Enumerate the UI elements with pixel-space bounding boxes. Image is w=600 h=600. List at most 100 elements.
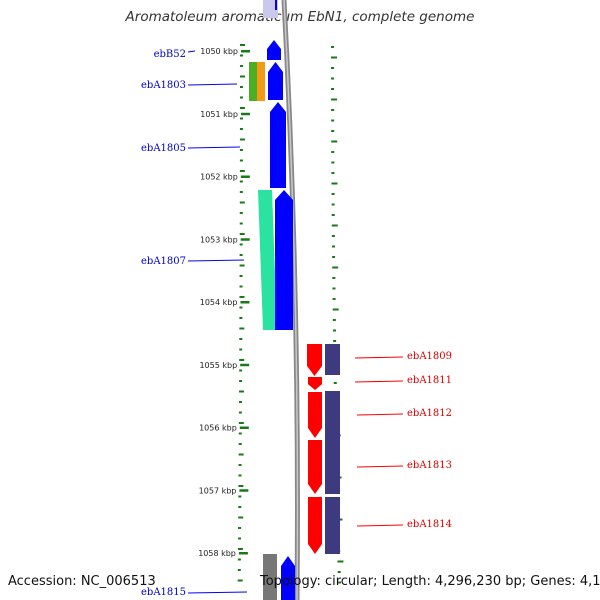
reverse-track-block — [325, 391, 340, 494]
gc-skew-dash — [239, 264, 245, 267]
gc-skew-dash — [337, 571, 341, 573]
gc-skew-dash — [331, 140, 338, 143]
gc-skew-dash — [337, 560, 344, 563]
gc-skew-dash — [238, 432, 242, 435]
gc-skew-dash — [239, 254, 243, 256]
scale-ticks: 1050 kbp 1051 kbp 1052 kbp 1053 kbp 1054 kbp… — [198, 47, 250, 558]
gc-skew-dash — [331, 56, 338, 59]
gc-skew-dash — [239, 107, 245, 109]
gc-skew-dash — [239, 380, 243, 382]
gc-skew-dash — [331, 67, 335, 69]
scale-tick-label: 1052 kbp — [200, 173, 238, 182]
gc-skew-dash — [331, 193, 335, 195]
scale-tick — [240, 238, 250, 241]
gc-skew-dash — [238, 411, 242, 414]
gc-skew-dash — [239, 201, 245, 204]
gc-skew-dash — [238, 485, 244, 487]
gc-skew-dash — [239, 159, 243, 162]
gc-skew-dash — [239, 233, 245, 235]
gc-skew-dash — [239, 44, 245, 46]
gc-skew-dash — [238, 422, 244, 424]
gc-skew-dash — [239, 191, 243, 193]
gene-leader-line — [187, 259, 245, 262]
gc-skew-dash — [239, 275, 243, 277]
gene-leader-line — [187, 83, 238, 86]
scale-tick-label: 1053 kbp — [200, 235, 238, 244]
gc-skew-dash — [238, 401, 242, 403]
gc-skew-dash — [239, 348, 243, 351]
feature-blocks — [249, 0, 340, 600]
gene-arrow — [275, 0, 277, 10]
gc-skew-dash — [238, 506, 242, 508]
scale-tick-label: 1055 kbp — [199, 361, 237, 370]
gc-skew-dash — [333, 382, 337, 384]
gc-skew-dash — [237, 579, 243, 582]
gc-skew-dash — [332, 277, 336, 279]
gc-skew-dash — [237, 569, 241, 571]
gc-skew-dash — [239, 180, 243, 183]
gene-label: ebA1815 — [141, 587, 186, 598]
gc-skew-dash — [332, 308, 339, 311]
feature-gray-block — [263, 554, 277, 600]
reverse-track-block — [325, 497, 340, 554]
gc-skew-dash — [239, 54, 243, 57]
gc-skew-dash — [333, 340, 337, 342]
gene-leader-line — [356, 465, 404, 468]
gc-skew-dash — [331, 161, 335, 164]
gene-label: ebA1809 — [407, 351, 452, 362]
gene-label: ebA1811 — [407, 375, 452, 386]
map-title: Aromatoleum aromaticum EbN1, complete ge… — [125, 9, 475, 25]
gene-leader-line — [187, 50, 196, 53]
gc-skew-dash — [239, 117, 243, 120]
scale-tick — [240, 50, 250, 53]
gene-leader-line — [354, 380, 404, 383]
gc-skew-dash — [238, 495, 242, 498]
gene-leader-line — [356, 524, 404, 527]
gc-skew-dash — [331, 172, 335, 174]
scale-tick — [238, 552, 248, 555]
scale-tick-label: 1050 kbp — [200, 47, 238, 56]
gene-label: ebA1812 — [407, 408, 452, 419]
gc-skew-dash — [239, 338, 243, 340]
scale-tick — [240, 363, 250, 367]
gc-skew-dash — [239, 128, 243, 130]
scale-tick-label: 1058 kbp — [198, 549, 236, 558]
gc-skew-dash — [239, 390, 245, 393]
gc-skew-dash — [239, 75, 245, 78]
gc-skew-dash — [239, 327, 245, 330]
gc-skew-dash — [331, 224, 338, 227]
gc-skew-dash — [331, 151, 335, 153]
reverse-track-block — [325, 344, 340, 375]
gc-skew-dash — [239, 96, 243, 99]
gc-skew-dash — [331, 109, 335, 111]
gene-arrow — [308, 392, 322, 438]
gc-skew-dash — [237, 558, 241, 561]
gc-skew-dash — [331, 203, 335, 206]
gene-labels: ebB52 ebA1803 ebA1805 ebA1807 ebA1809 ebA1811… — [141, 49, 452, 598]
gc-skew-dash — [238, 453, 244, 456]
gc-skew-dash — [238, 443, 242, 445]
gene-arrow — [267, 40, 281, 60]
scale-tick-label: 1057 kbp — [199, 486, 237, 495]
topology-summary: Topology: circular; Length: 4,296,230 bp… — [260, 574, 600, 589]
gc-skew-dash — [239, 296, 245, 298]
gene-arrow — [268, 62, 283, 100]
feature-orange — [257, 62, 265, 101]
feature-top-block — [263, 0, 278, 18]
scale-tick-label: 1056 kbp — [199, 424, 237, 433]
gc-skew-dash — [239, 222, 243, 225]
feature-teal — [258, 190, 277, 330]
gc-skew-dash — [239, 138, 245, 141]
gene-arrow — [270, 102, 286, 188]
gc-skew-dash — [238, 464, 242, 466]
gc-skew-dash — [237, 548, 243, 550]
gene-arrow — [281, 556, 295, 600]
gene-arrow — [307, 344, 322, 376]
gene-label: ebA1814 — [407, 519, 452, 530]
scale-tick — [239, 489, 249, 492]
gc-skew-dash — [239, 317, 243, 319]
gene-leader-line — [354, 356, 404, 359]
gc-skew-dash — [239, 243, 243, 246]
gene-arrow — [275, 190, 293, 330]
gene-label: ebA1813 — [407, 460, 452, 471]
